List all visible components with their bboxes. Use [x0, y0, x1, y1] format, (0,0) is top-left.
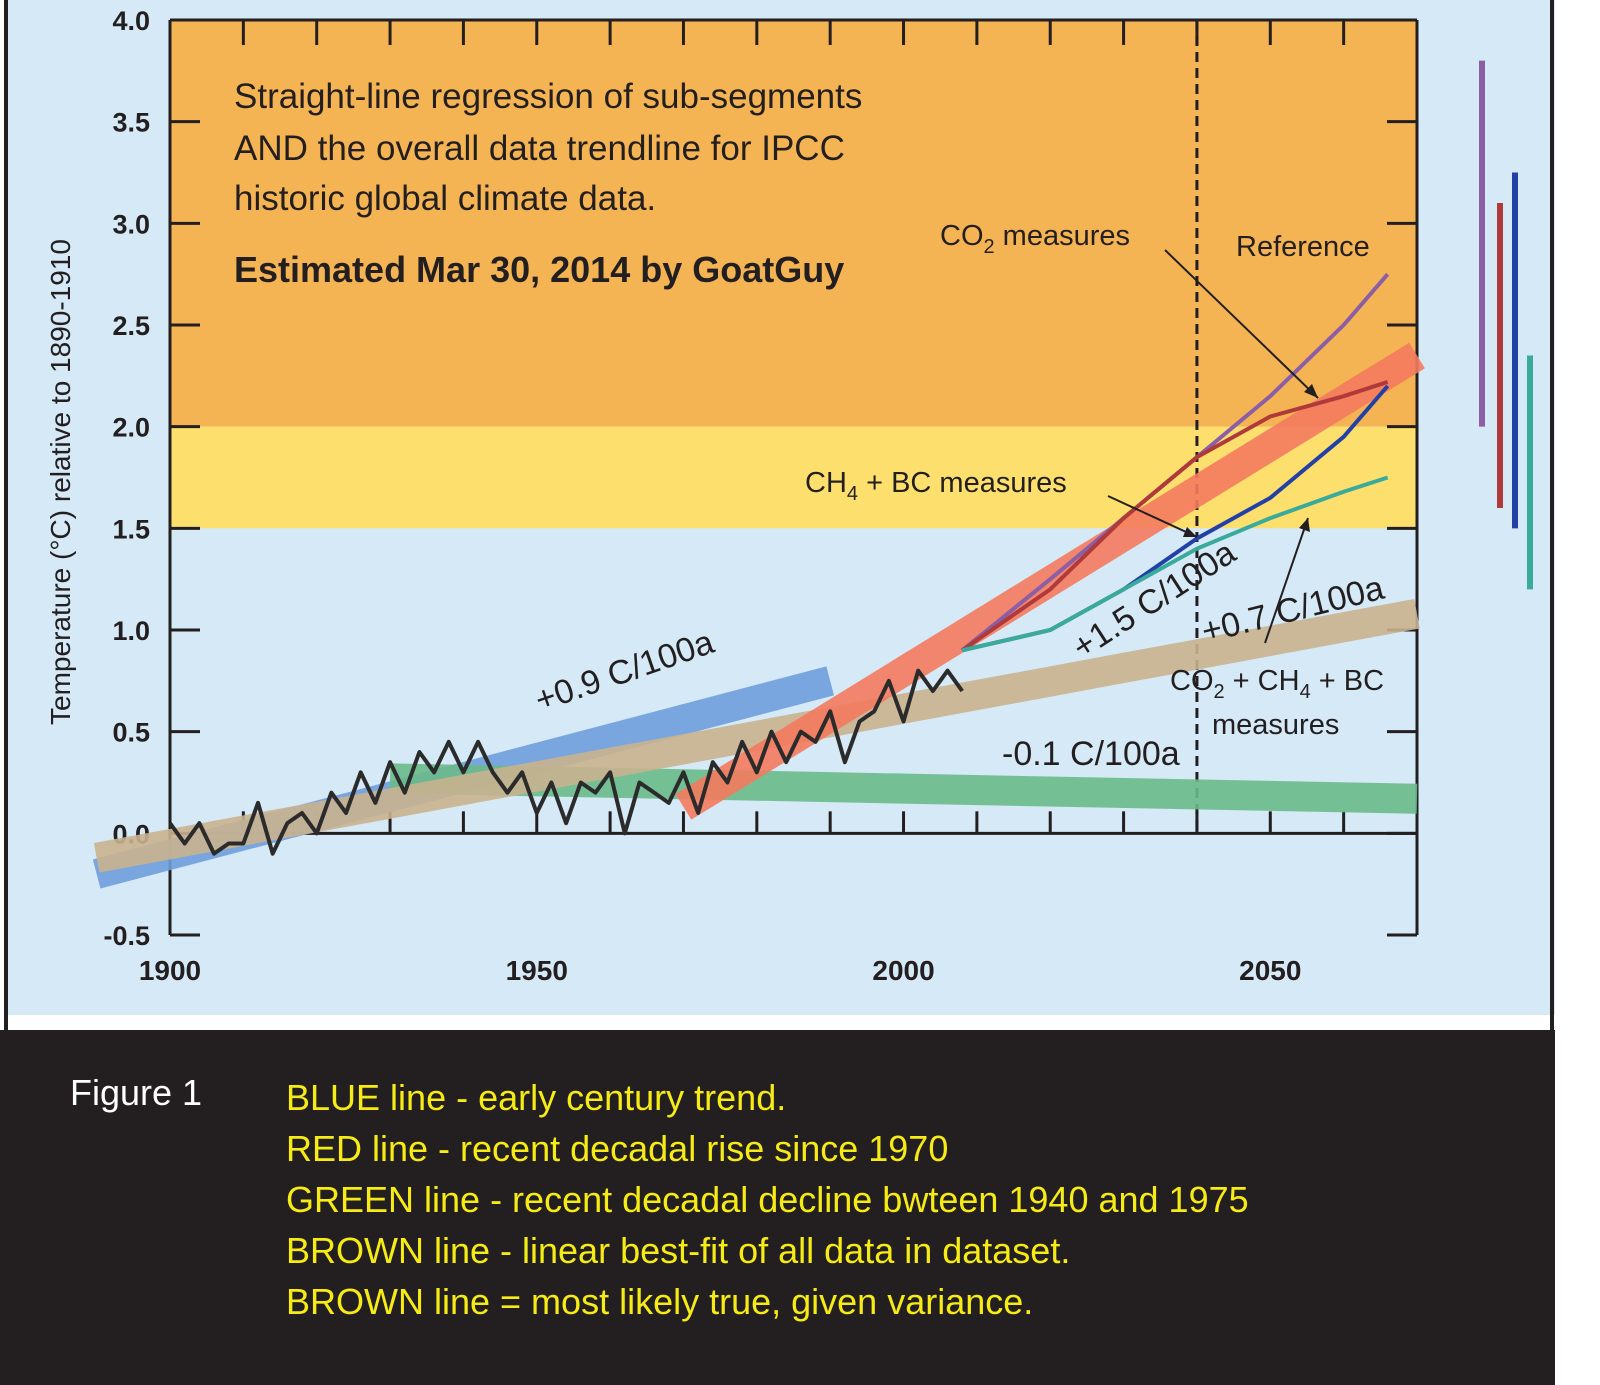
- y-tick-label: 3.5: [112, 108, 150, 138]
- figure-label: Figure 1: [70, 1072, 203, 1113]
- x-tick-label: 1950: [506, 955, 568, 986]
- chart-title-line-3: historic global climate data.: [234, 179, 656, 218]
- y-tick-label: 0.5: [112, 718, 150, 748]
- green-rate-label: -0.1 C/100a: [1002, 735, 1180, 773]
- observed-series: [168, 668, 964, 856]
- chart-subtitle: Estimated Mar 30, 2014 by GoatGuy: [234, 249, 844, 290]
- trend-line-brown: [93, 598, 1420, 873]
- combo-arrow: [1264, 517, 1309, 644]
- ch4-bc-measures-label: CH4 + BC measures: [805, 467, 1067, 505]
- y-tick-label: 2.5: [112, 311, 150, 341]
- band-0: [170, 20, 1417, 427]
- y-tick-label: 1.5: [112, 514, 150, 544]
- x-tick-label: 1900: [139, 955, 201, 986]
- caption-line: RED line - recent decadal rise since 197…: [286, 1128, 949, 1169]
- scenario-line: [961, 380, 1389, 652]
- caption-line: GREEN line - recent decadal decline bwte…: [286, 1179, 1249, 1220]
- ch4-arrowhead: [1183, 527, 1197, 537]
- chart-panel: 4.0 3.5 3.0 2.5 2.0 1.5 1.0 0.5 0.0 -0.5 1900 1950 2…: [4, 0, 1555, 1030]
- ch4-arrow: [1107, 495, 1198, 538]
- scenario-line: [961, 475, 1389, 653]
- caption-panel: Figure 1 BLUE line - early century trend…: [0, 1030, 1555, 1385]
- x-tick-label: 2000: [872, 955, 934, 986]
- y-tick-label: 1.0: [112, 616, 150, 646]
- caption-line: BROWN line - linear best-fit of all data…: [286, 1230, 1071, 1271]
- chart-title-line-2: AND the overall data trendline for IPCC: [234, 129, 845, 168]
- figure: 4.0 3.5 3.0 2.5 2.0 1.5 1.0 0.5 0.0 -0.5 1900 1950 2…: [0, 0, 1555, 1385]
- caption-line: BROWN line = most likely true, given var…: [286, 1281, 1034, 1322]
- co2-ch4-bc-label: CO2 + CH4 + BC: [1170, 665, 1384, 703]
- co2-ch4-bc-label-line2: measures: [1212, 709, 1339, 741]
- x-tick-label: 2050: [1239, 955, 1301, 986]
- co2-arrow: [1164, 249, 1319, 399]
- combo-arrowhead: [1299, 518, 1310, 532]
- y-tick-label: 2.0: [112, 413, 150, 443]
- caption-line: BLUE line - early century trend.: [286, 1077, 787, 1118]
- scenario-lines: [960, 272, 1390, 653]
- y-tick-label: 4.0: [112, 6, 150, 36]
- reference-label: Reference: [1236, 231, 1370, 263]
- y-tick-label: 3.0: [112, 209, 150, 239]
- observed-temperature-line: [168, 668, 964, 856]
- co2-measures-label: CO2 measures: [940, 220, 1130, 258]
- chart-title-line-1: Straight-line regression of sub-segments: [234, 77, 862, 116]
- co2-arrowhead: [1304, 384, 1318, 398]
- caption-lines: BLUE line - early century trend. RED lin…: [286, 1072, 1249, 1327]
- y-tick-label: -0.5: [103, 921, 150, 951]
- y-axis-label: Temperature (°C) relative to 1890-1910: [45, 239, 76, 725]
- range-bars: [1479, 60, 1533, 590]
